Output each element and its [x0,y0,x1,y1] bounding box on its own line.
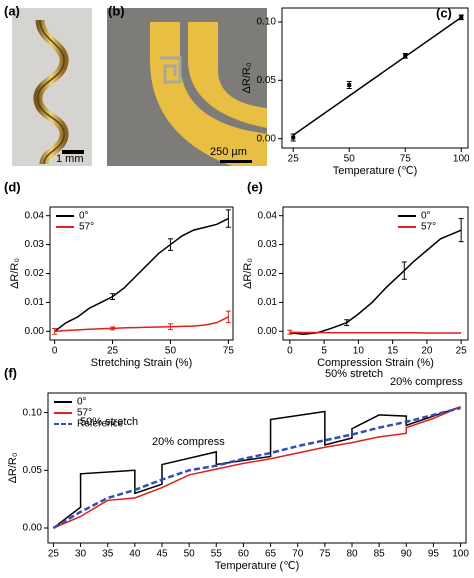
y-tick-label: 0.05 [257,75,277,86]
x-tick-label: 75 [223,346,235,357]
x-tick-label: 50 [184,549,196,560]
scale-bar-b [220,160,252,163]
x-tick-label: 25 [288,154,300,165]
x-tick-label: 85 [374,549,386,560]
y-axis-label: ΔR/R₀ [9,258,21,289]
annotation: 50% stretch [325,368,383,380]
y-tick-label: 0.00 [23,523,43,534]
x-tick-label: 100 [453,154,470,165]
x-tick-label: 75 [319,549,331,560]
x-tick-label: 20 [421,346,433,357]
panel-label: (f) [4,365,17,380]
x-axis-label: Stretching Strain (%) [91,357,192,369]
x-axis-label: Temperature (℃) [333,165,418,177]
x-tick-label: 65 [265,549,277,560]
x-tick-label: 45 [156,549,168,560]
y-tick-label: 0.00 [257,133,277,144]
panel-label: (b) [108,3,125,18]
x-tick-label: 100 [452,549,469,560]
y-tick-label: 0.00 [258,326,278,337]
x-tick-label: 40 [129,549,141,560]
x-tick-label: 25 [456,346,468,357]
x-tick-label: 5 [321,346,327,357]
y-tick-label: 0.03 [25,239,45,250]
y-tick-label: 0.10 [23,407,43,418]
x-tick-label: 25 [48,549,60,560]
y-tick-label: 0.05 [23,465,43,476]
x-tick-label: 0 [52,346,58,357]
x-axis-label: Temperature (℃) [215,560,300,572]
plot-frame [282,206,469,341]
annotation: 50% stretch [80,416,138,428]
y-tick-label: 0.10 [257,17,277,28]
y-tick-label: 0.02 [258,268,278,279]
y-tick-label: 0.02 [25,268,45,279]
point [459,15,464,20]
y-tick-label: 0.04 [25,210,45,221]
series-line [54,217,229,332]
x-tick-label: 30 [75,549,87,560]
point [291,135,296,140]
y-tick-label: 0.04 [258,210,278,221]
y-tick-label: 0.01 [25,297,45,308]
legend-label: Reference [77,419,124,430]
x-tick-label: 80 [346,549,358,560]
legend-label: 0° [79,211,89,222]
x-tick-label: 0 [287,346,293,357]
x-tick-label: 35 [102,549,114,560]
x-tick-label: 50 [165,346,177,357]
wire-core [37,19,65,165]
series-line [52,406,461,529]
y-tick-label: 0.01 [258,297,278,308]
legend-label: 57° [421,222,436,233]
series-line [54,316,229,333]
x-tick-label: 15 [387,346,399,357]
x-tick-label: 90 [401,549,413,560]
x-tick-label: 25 [107,346,119,357]
point [403,53,408,58]
panel-label: (e) [247,179,263,194]
scale-bar-a [62,150,84,154]
legend-label: 0° [77,397,87,408]
fit-line [292,16,462,136]
serpentine [160,56,182,84]
series-line [53,406,461,529]
plot-frame [47,392,467,544]
series-line [289,229,462,335]
photo-a [12,8,92,166]
legend-label: 57° [79,222,94,233]
x-tick-label: 55 [211,549,223,560]
x-tick-label: 10 [353,346,365,357]
x-tick-label: 75 [400,154,412,165]
x-tick-label: 60 [238,549,250,560]
panel-label: (a) [4,3,20,18]
x-tick-label: 95 [428,549,440,560]
x-tick-label: 70 [292,549,304,560]
y-tick-label: 0.03 [258,239,278,250]
series-line [52,406,461,530]
series-line [289,331,462,334]
x-axis-label: Compression Strain (%) [317,357,434,369]
point [347,83,352,87]
y-axis-label: ΔR/R₀ [242,258,254,289]
legend-label: 0° [421,211,431,222]
panel-label: (d) [4,179,21,194]
annotation: 20% compress [152,436,225,448]
y-axis-label: ΔR/R₀ [7,453,19,484]
legend-label: 57° [77,408,92,419]
y-tick-label: 0.00 [25,326,45,337]
plot-frame [281,7,469,149]
panel-label: (c) [436,5,452,20]
scale-label-a: 1 mm [56,153,84,165]
x-tick-label: 50 [344,154,356,165]
electrode-right [188,22,267,128]
y-axis-label: ΔR/R₀ [241,63,253,94]
annotation: 20% compress [390,376,463,388]
scale-label-b: 250 µm [210,146,247,158]
